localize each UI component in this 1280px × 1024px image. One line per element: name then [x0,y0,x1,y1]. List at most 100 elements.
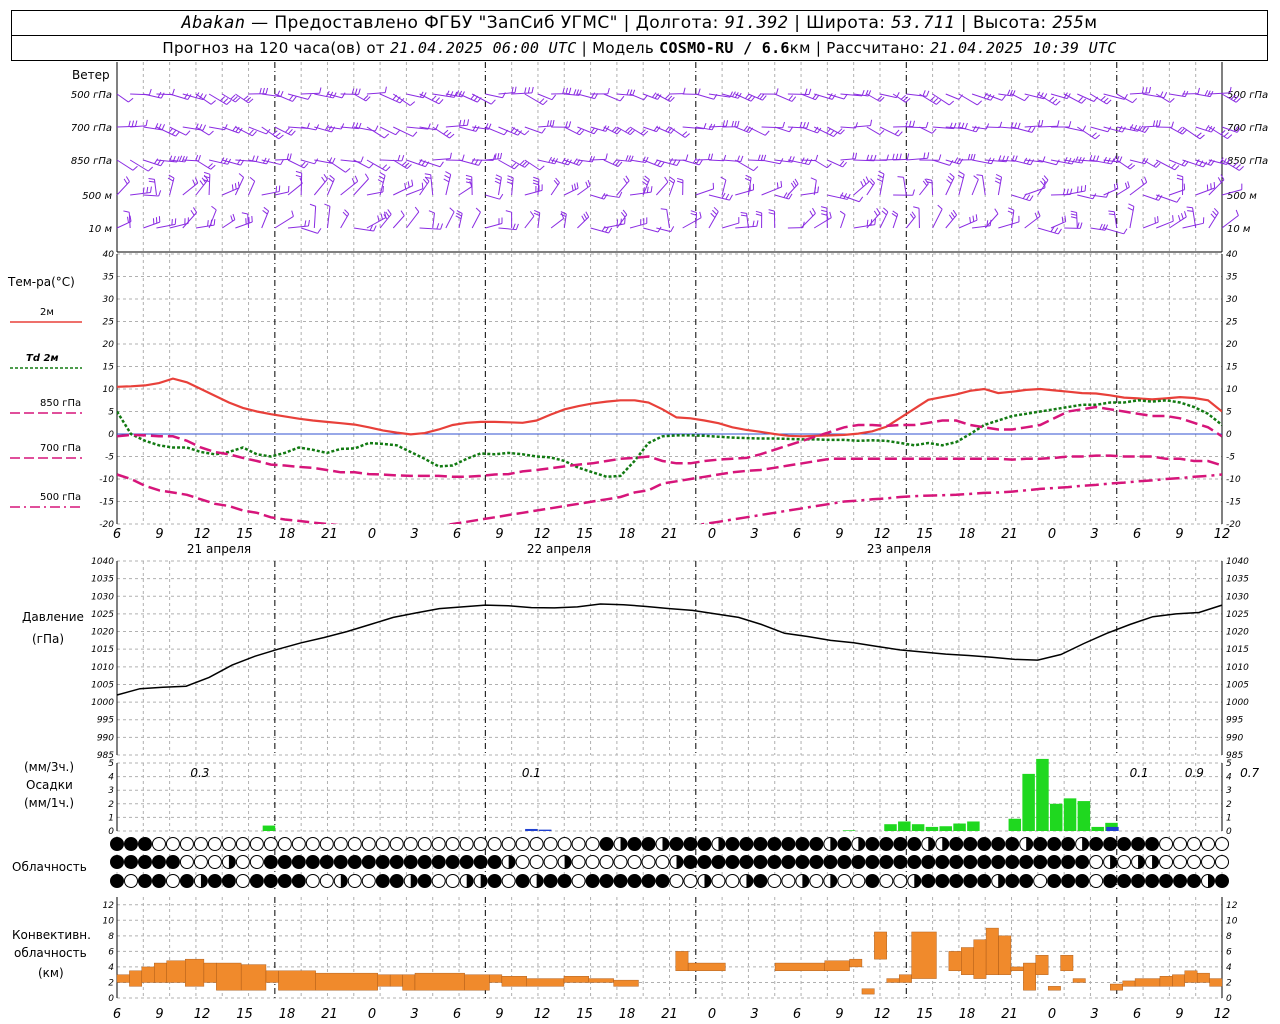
cloud-cover-circle [1047,855,1062,869]
cloud-cover-circle [781,874,796,888]
cloud-cover-half [998,874,1005,888]
wind-barb-feather [1108,213,1115,216]
cloud-cover-circle [1201,837,1216,851]
wind-barb-feather [1235,209,1239,216]
wind-barb-feather [374,125,379,132]
wind-barb-feather [1010,122,1014,129]
wind-barb-feather [575,89,580,96]
cloud-cover-circle [697,855,712,869]
wind-barb-feather [817,127,822,134]
wind-barb-feather [456,210,463,214]
wind-barb-feather [877,174,884,179]
wind-barb [143,221,160,229]
wind-barb-feather [1040,180,1045,186]
wind-barb-feather [1094,134,1101,140]
wind-barb [958,219,978,229]
precip-total-label: 0.9 [1185,766,1204,780]
wind-barb-feather [235,126,240,133]
wind-barb-feather [1153,161,1159,167]
wind-barb-feather [466,119,470,126]
alt-label: Высота: [972,13,1047,33]
conv-cloud-bar [973,939,987,979]
wind-barb-feather [230,94,236,100]
wind-barb-feather [892,210,898,215]
wind-barb [327,178,335,196]
cloud-cover-circle [711,855,726,869]
temp-hour-label: 6 [793,527,801,542]
wind-barb [524,159,541,171]
wind-barb [945,93,960,100]
wind-barb-feather [207,163,213,168]
wind-barb-feather [762,95,767,101]
wind-barb-feather [926,181,933,184]
cloud-cover-circle [1215,874,1229,888]
cloud-cover-circle [361,874,376,888]
cloud-cover-circle [291,874,306,888]
conv-cloud-bar [154,962,167,983]
wind-barb-feather [472,125,477,131]
cloud-cover-half [200,874,208,888]
cloud-cover-circle [767,837,782,851]
wind-barb-feather [1066,188,1069,195]
wind-barb-feather [1031,126,1036,133]
wind-barb-feather [1096,155,1100,162]
wind-barb-feather [553,179,559,186]
wind-barb-feather [1009,89,1013,96]
conv-unit: (км) [38,966,64,980]
conv-hour-label: 6 [1133,1007,1141,1022]
wind-barb-feather [788,156,792,162]
wind-barb-feather [319,87,322,94]
wind-barb-feather [249,177,255,182]
cloud-cover-circle [921,874,936,888]
cloud-cover-circle [1215,855,1229,869]
conv-hour-label: 18 [619,1007,636,1022]
wind-barb-feather [900,95,906,100]
pressure-ytick-right: 1000 [1226,698,1249,708]
wind-barb [287,159,305,169]
conv-cloud-bar [414,972,465,991]
wind-barb-feather [1037,210,1041,217]
wind-barb-feather [775,88,779,95]
wind-barb-feather [146,186,149,193]
wind-barb-feather [929,96,936,102]
wind-barb-feather [1124,182,1128,189]
wind-barb [866,212,881,229]
wind-barb-feather [289,153,292,160]
wind-barb [1221,215,1239,229]
wind-barb-feather [382,185,384,193]
wind-barb-feather [1070,210,1077,214]
cloud-cover-circle [1173,874,1188,888]
wind-barb-feather [379,172,386,176]
cloud-cover-circle [795,837,810,851]
model-name: COSMO-RU / 6.6 [659,39,790,57]
wind-barb-feather [804,158,809,164]
wind-barb [366,159,387,172]
wind-barb-feather [644,175,650,180]
cloud-cover-circle [445,874,460,888]
cloud-cover-circle [207,855,222,869]
wind-barb-feather [877,95,883,101]
wind-barb-feather [763,154,767,161]
wind-barb-feather [499,152,503,159]
pressure-ytick-left: 985 [97,751,114,761]
wind-barb-feather [625,127,631,133]
wind-barb-feather [1039,92,1044,99]
wind-barb-feather [925,121,929,128]
wind-barb-feather [905,120,908,127]
wind-barb-feather [532,179,539,183]
cloud-cover-circle [879,855,894,869]
cloud-cover-circle [249,837,264,851]
wind-barb-feather [912,189,915,196]
cloud-cover-circle [403,855,418,869]
wind-barb-feather [731,120,734,127]
wind-barb [274,191,289,196]
wind-barb-feather [794,178,799,185]
cloud-cover-circle [711,874,726,888]
conv-cloud-bar [613,979,639,987]
temp-ytick-right: 40 [1226,250,1238,260]
wind-barb [1156,220,1174,229]
alt-value: 255 [1052,13,1085,33]
wind-barb-feather [839,129,845,135]
wind-barb-feather [990,94,995,101]
cloud-cover-circle [991,855,1006,869]
